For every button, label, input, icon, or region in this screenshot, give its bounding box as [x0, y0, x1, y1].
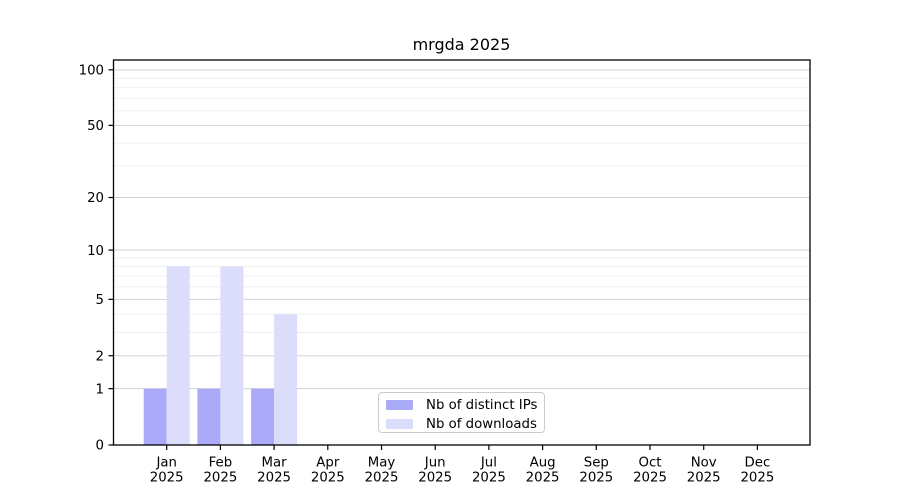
x-tick-label-year: 2025 — [472, 471, 506, 486]
x-tick-label-month: Jul — [480, 456, 497, 471]
x-tick-label-month: Mar — [262, 456, 288, 471]
bar-distinct-ips-mar — [251, 388, 275, 445]
x-tick-label-year: 2025 — [311, 471, 345, 486]
y-tick-label: 2 — [96, 349, 104, 364]
x-tick-label-month: Aug — [530, 456, 556, 471]
legend-swatch-distinct-ips — [386, 400, 413, 410]
x-tick-label-year: 2025 — [633, 471, 667, 486]
y-tick-label: 10 — [87, 244, 104, 259]
bar-downloads-jan — [166, 266, 190, 445]
bar-distinct-ips-jan — [143, 388, 167, 445]
x-tick-label-year: 2025 — [687, 471, 721, 486]
legend: Nb of distinct IPs Nb of downloads — [378, 392, 545, 433]
y-tick-label: 5 — [96, 293, 104, 308]
x-tick-label-month: Sep — [584, 456, 609, 471]
legend-label-distinct-ips: Nb of distinct IPs — [426, 397, 538, 413]
x-tick-label-year: 2025 — [526, 471, 560, 486]
x-tick-label-month: May — [368, 456, 396, 471]
y-tick-label: 1 — [96, 382, 104, 397]
bar-distinct-ips-feb — [197, 388, 221, 445]
legend-item-downloads: Nb of downloads — [386, 416, 544, 432]
x-tick-label-year: 2025 — [579, 471, 613, 486]
bar-downloads-mar — [274, 314, 298, 445]
x-tick-label-year: 2025 — [740, 471, 774, 486]
y-tick-label: 0 — [96, 439, 104, 454]
plot-border — [112, 59, 811, 446]
y-tick-label: 20 — [87, 191, 104, 206]
x-tick-label-month: Apr — [316, 456, 340, 471]
x-tick-label-month: Jun — [424, 456, 446, 471]
x-tick-label-year: 2025 — [365, 471, 399, 486]
bar-downloads-feb — [220, 266, 244, 445]
x-tick-label-year: 2025 — [150, 471, 184, 486]
x-tick-label-year: 2025 — [418, 471, 452, 486]
legend-item-distinct-ips: Nb of distinct IPs — [386, 397, 544, 413]
x-tick-label-month: Nov — [691, 456, 717, 471]
legend-label-downloads: Nb of downloads — [426, 416, 537, 432]
y-tick-label: 100 — [79, 64, 104, 79]
legend-swatch-downloads — [386, 419, 413, 429]
y-tick-label: 50 — [87, 119, 104, 134]
x-tick-label-month: Dec — [745, 456, 771, 471]
x-tick-label-month: Jan — [155, 456, 177, 471]
x-tick-label-year: 2025 — [257, 471, 291, 486]
chart-title: mrgda 2025 — [412, 35, 511, 54]
x-tick-label-month: Oct — [639, 456, 662, 471]
x-tick-label-year: 2025 — [203, 471, 237, 486]
x-tick-label-month: Feb — [209, 456, 233, 471]
